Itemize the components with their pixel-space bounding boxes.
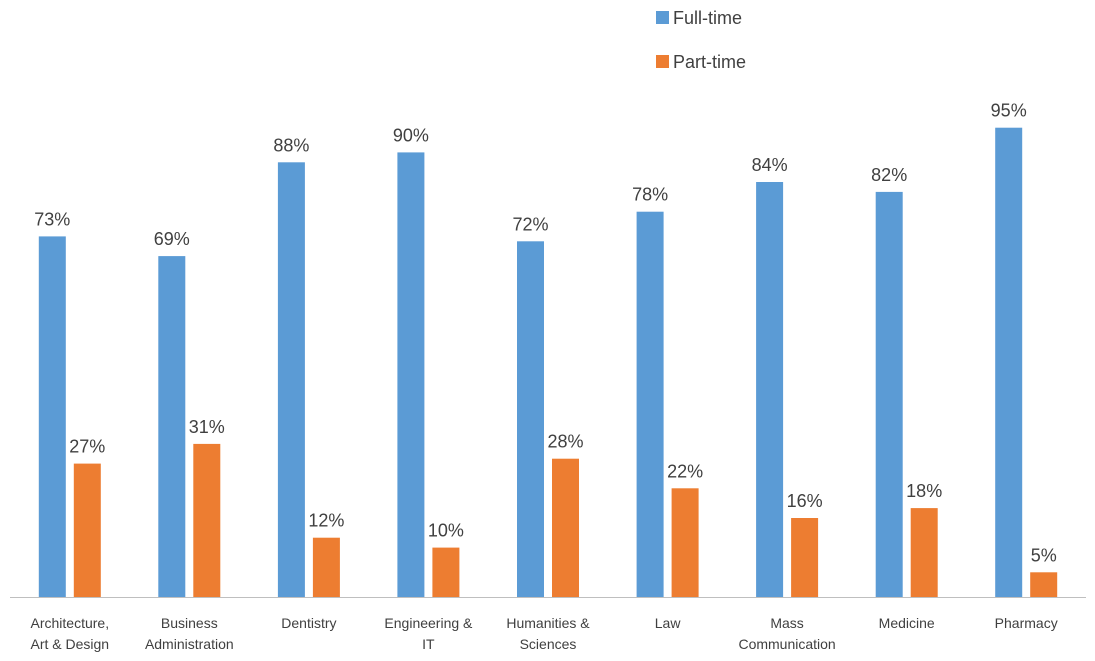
x-tick-label-line: Mass	[770, 615, 803, 631]
x-tick-label-8: Pharmacy	[995, 615, 1058, 631]
data-label-part-time-7: 18%	[906, 481, 942, 501]
x-tick-label-line: Dentistry	[281, 615, 336, 631]
bar-full-time-5	[636, 211, 664, 597]
data-label-part-time-3: 10%	[428, 521, 464, 541]
bar-part-time-5	[671, 488, 699, 597]
data-label-part-time-6: 16%	[787, 491, 823, 511]
data-label-part-time-4: 28%	[547, 432, 583, 452]
bar-full-time-2	[277, 162, 305, 598]
bar-full-time-0	[38, 236, 66, 597]
x-tick-label-7: Medicine	[879, 615, 935, 631]
data-label-full-time-5: 78%	[632, 185, 668, 205]
data-label-full-time-1: 69%	[154, 229, 190, 249]
bars-group	[38, 127, 1058, 598]
bar-part-time-2	[312, 537, 340, 597]
x-tick-label-line: Architecture,	[31, 615, 110, 631]
bar-full-time-6	[756, 182, 784, 597]
data-label-full-time-3: 90%	[393, 125, 429, 145]
x-tick-label-line: Administration	[145, 636, 234, 652]
bar-part-time-7	[910, 508, 938, 597]
data-label-part-time-2: 12%	[308, 511, 344, 531]
data-label-full-time-7: 82%	[871, 165, 907, 185]
x-tick-label-line: Humanities &	[506, 615, 590, 631]
bar-full-time-1	[158, 256, 186, 597]
bar-full-time-3	[397, 152, 425, 597]
data-label-full-time-0: 73%	[34, 209, 70, 229]
data-label-part-time-0: 27%	[69, 437, 105, 457]
x-tick-label-line: Pharmacy	[995, 615, 1058, 631]
legend-label-full-time: Full-time	[673, 8, 742, 28]
legend-label-part-time: Part-time	[673, 52, 746, 72]
bar-part-time-0	[73, 463, 101, 597]
data-label-part-time-5: 22%	[667, 461, 703, 481]
value-labels-group: 73% 27% 69% 31% 88% 12% 90% 10% 72% 28% 78% 22% 84% 1…	[34, 101, 1056, 566]
bar-part-time-1	[193, 443, 221, 597]
bar-full-time-4	[517, 241, 544, 598]
data-label-full-time-8: 95%	[991, 101, 1027, 121]
x-tick-label-line: Art & Design	[31, 636, 110, 652]
data-label-full-time-2: 88%	[273, 135, 309, 155]
x-tick-label-3: Engineering & IT	[384, 615, 473, 652]
x-tick-label-line: Communication	[738, 636, 835, 652]
data-label-part-time-1: 31%	[189, 417, 225, 437]
bar-part-time-4	[552, 458, 579, 597]
legend: Full-time Part-time	[656, 8, 746, 72]
data-label-full-time-6: 84%	[752, 155, 788, 175]
legend-swatch-part-time	[656, 55, 669, 68]
x-tick-label-line: IT	[422, 636, 435, 652]
legend-swatch-full-time	[656, 11, 669, 24]
x-tick-label-1: Business Administration	[145, 615, 234, 652]
x-tick-label-4: Humanities & Sciences	[506, 615, 590, 652]
bar-full-time-8	[995, 127, 1023, 597]
bar-part-time-3	[432, 547, 460, 597]
x-tick-label-line: Engineering &	[384, 615, 473, 631]
x-tick-label-6: Mass Communication	[738, 615, 835, 652]
x-tick-label-2: Dentistry	[281, 615, 336, 631]
x-tick-label-0: Architecture, Art & Design	[31, 615, 110, 652]
data-label-part-time-8: 5%	[1031, 545, 1057, 565]
data-label-full-time-4: 72%	[512, 214, 548, 234]
x-tick-label-5: Law	[655, 615, 682, 631]
x-tick-label-line: Medicine	[879, 615, 935, 631]
x-tick-label-line: Sciences	[520, 636, 577, 652]
x-tick-label-line: Business	[161, 615, 218, 631]
bar-part-time-8	[1030, 572, 1058, 597]
bar-full-time-7	[875, 191, 903, 597]
bar-part-time-6	[791, 518, 819, 597]
x-tick-label-line: Law	[655, 615, 682, 631]
x-tick-labels-group: Architecture, Art & Design Business Adminis…	[31, 615, 1058, 652]
